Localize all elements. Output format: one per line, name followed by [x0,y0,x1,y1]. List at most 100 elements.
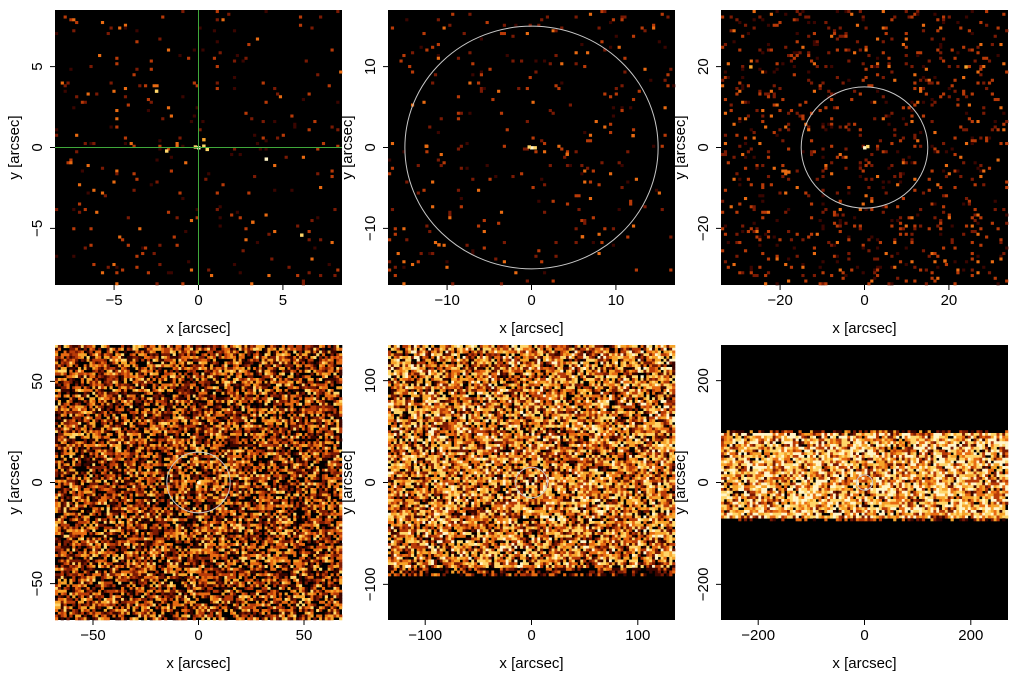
pixel [898,232,903,236]
pixel [316,455,320,459]
pixel [129,424,133,428]
pixel [253,430,257,434]
pixel [738,120,742,124]
pixel [290,394,294,398]
pixel [235,455,239,459]
pixel [887,166,891,170]
pixel [232,397,237,401]
pixel [321,397,326,401]
pixel [327,84,331,88]
pixel [115,383,119,387]
pixel [184,427,188,431]
pixel [95,405,99,409]
pixel [80,397,84,401]
pixel [608,131,613,135]
pixel [298,408,303,412]
pixel [221,452,225,456]
pixel [195,347,199,351]
pixel [92,391,96,395]
pixel [72,419,76,423]
pixel [218,216,222,220]
pixel [319,369,323,373]
pixel [204,405,208,409]
pixel [333,444,337,448]
pixel [212,438,217,442]
pixel [55,372,59,376]
pixel [155,353,159,357]
pixel [230,460,234,464]
pixel [298,402,303,406]
pixel [83,394,87,398]
pixel [324,380,328,384]
pixel [244,466,248,470]
pixel [250,378,254,382]
pixel [273,427,277,431]
pixel [336,441,340,445]
pixel [198,457,202,461]
pixel [264,347,268,351]
pixel [841,81,845,85]
pixel [941,246,946,250]
pixel [149,466,153,470]
pixel [858,164,862,168]
pixel [164,427,168,431]
pixel [55,369,59,373]
pixel [608,95,613,99]
pixel [146,466,151,470]
pixel [80,394,84,398]
pixel [319,422,323,426]
pixel [184,468,188,472]
pixel [72,430,76,434]
pixel [456,147,461,151]
pixel [80,455,84,459]
pixel [189,441,194,445]
pixel [129,405,133,409]
pixel [201,120,205,124]
x-tick-label: −20 [767,292,792,309]
pixel [531,136,535,140]
pixel [86,92,90,96]
pixel [77,441,82,445]
pixel [152,411,156,415]
pixel [72,208,76,212]
pixel [146,468,151,472]
pixel [752,205,756,209]
pixel [775,10,779,14]
pixel [296,378,300,382]
pixel [184,446,188,450]
pixel [339,430,343,434]
pixel [189,364,194,368]
pixel [230,345,234,349]
pixel [221,408,225,412]
pixel [339,358,343,362]
pixel [184,455,188,459]
pixel [281,400,285,404]
pixel [172,411,176,415]
pixel [135,427,139,431]
pixel [175,452,179,456]
pixel [143,457,148,461]
pixel [250,452,254,456]
pixel [321,345,326,349]
pixel [729,205,733,209]
pixel [227,463,231,467]
pixel [729,29,733,33]
pixel [121,405,125,409]
pixel [169,441,173,445]
pixel [146,463,151,467]
pixel [267,356,271,360]
pixel [172,457,176,461]
pixel [141,438,145,442]
pixel [187,361,191,365]
pixel [57,383,62,387]
pixel [60,408,64,412]
pixel [278,427,283,431]
pixel [184,367,188,371]
pixel [55,468,59,472]
pixel [301,375,305,379]
pixel [238,411,242,415]
pixel [944,175,949,179]
pixel [244,419,248,423]
pixel [187,260,191,264]
pixel [456,188,461,192]
